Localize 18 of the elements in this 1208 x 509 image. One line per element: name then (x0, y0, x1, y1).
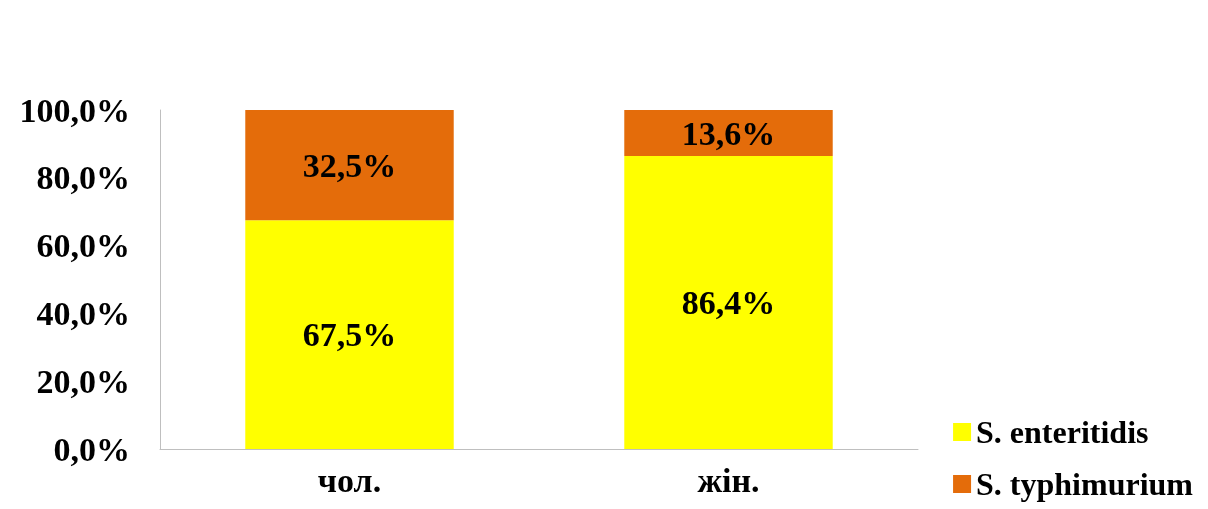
bar (245, 110, 454, 221)
y-tick-label: 60,0% (36, 227, 130, 265)
y-tick-label: 0,0% (53, 430, 130, 468)
legend-label: S. enteritidis (976, 414, 1149, 450)
y-tick-label: 100,0% (19, 91, 130, 129)
bar (624, 110, 833, 157)
data-label: 86,4% (681, 284, 776, 322)
data-label: 13,6% (681, 114, 776, 152)
y-tick-label: 40,0% (36, 294, 130, 332)
legend-label: S. typhimurium (976, 466, 1194, 502)
y-tick-label: 80,0% (36, 159, 130, 197)
data-label: 67,5% (302, 316, 397, 354)
bar (245, 220, 454, 449)
x-tick-label: чол. (317, 461, 382, 499)
x-tick-label: жін. (697, 461, 760, 499)
bar (624, 156, 833, 449)
data-label: 32,5% (302, 146, 397, 184)
y-tick-label: 20,0% (36, 362, 130, 400)
